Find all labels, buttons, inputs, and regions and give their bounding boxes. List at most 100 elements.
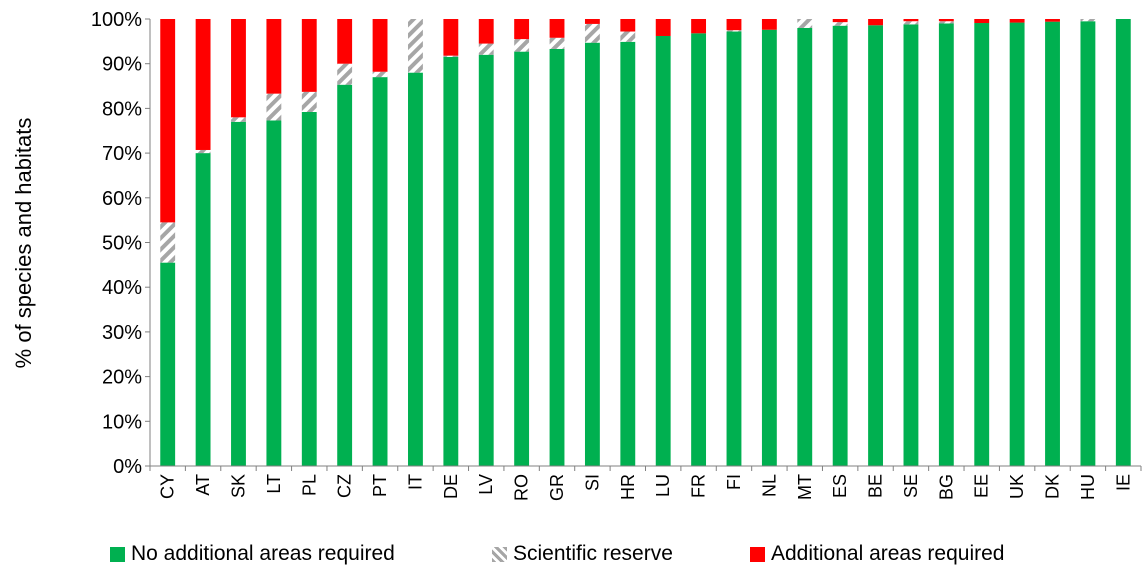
- bar-segment-no-additional: [514, 51, 530, 466]
- y-tick-label: 10%: [102, 411, 142, 433]
- x-tick-label: BG: [936, 474, 956, 500]
- x-tick-label: HR: [618, 474, 638, 500]
- y-tick-label: 70%: [102, 143, 142, 165]
- bar-segment-scientific-reserve: [1080, 19, 1096, 22]
- bar-segment-additional: [514, 19, 530, 40]
- bar-segment-no-additional: [691, 33, 707, 466]
- bar-segment-no-additional: [797, 27, 813, 466]
- bar-segment-no-additional: [726, 31, 742, 467]
- bar-segment-additional: [549, 19, 565, 38]
- legend: No additional areas required Scientific …: [0, 542, 1145, 572]
- bar-segment-no-additional: [195, 153, 211, 466]
- bar-segment-no-additional: [266, 120, 282, 467]
- bar-segment-additional: [231, 19, 246, 118]
- y-tick-label: 0%: [113, 456, 142, 478]
- bars: [160, 19, 1131, 467]
- bar-segment-additional: [868, 19, 883, 26]
- chart: % of species and habitats 0% 10% 20% 30% 40%…: [11, 9, 1142, 501]
- bar-segment-scientific-reserve: [443, 55, 459, 57]
- y-tick-label: 50%: [102, 233, 142, 255]
- bar-segment-additional: [584, 19, 600, 24]
- bar-segment-scientific-reserve: [938, 21, 954, 24]
- legend-label: No additional areas required: [131, 542, 395, 565]
- bar-segment-scientific-reserve: [195, 149, 211, 154]
- x-tick-label: BE: [866, 474, 886, 498]
- bar-segment-scientific-reserve: [549, 37, 565, 49]
- y-tick-label: 100%: [91, 9, 142, 31]
- bar-segment-no-additional: [1080, 21, 1096, 467]
- legend-swatch-red: [750, 546, 765, 562]
- bar-segment-no-additional: [231, 121, 246, 466]
- bar-segment-no-additional: [337, 84, 353, 467]
- x-tick-label: LT: [264, 474, 284, 494]
- legend-label: Scientific reserve: [513, 542, 673, 565]
- bar-segment-additional: [478, 19, 494, 44]
- y-tick-label: 90%: [102, 54, 142, 76]
- bar-segment-scientific-reserve: [160, 222, 176, 263]
- x-axis: CY AT SK LT PL CZ PT IT DE LV RO GR SI HR LU FR FI NL MT ES…: [149, 466, 1142, 501]
- bar-segment-additional: [620, 19, 636, 32]
- bar-segment-scientific-reserve: [903, 21, 919, 25]
- bar-segment-additional: [1045, 19, 1060, 22]
- y-tick-label: 30%: [102, 322, 142, 344]
- legend-item-additional: Additional areas required: [750, 542, 1004, 566]
- bar-segment-scientific-reserve: [726, 30, 742, 32]
- x-tick-label: MT: [795, 474, 815, 500]
- bar-segment-additional: [301, 19, 317, 92]
- bar-segment-additional: [974, 19, 990, 24]
- bar-segment-no-additional: [160, 262, 176, 466]
- x-tick-label: CZ: [335, 474, 355, 498]
- y-tick-label: 80%: [102, 98, 142, 120]
- bar-segment-no-additional: [620, 41, 636, 467]
- bar-segment-no-additional: [1045, 21, 1060, 466]
- bar-segment-scientific-reserve: [301, 91, 317, 112]
- bar-segment-additional: [691, 19, 707, 34]
- y-axis: 0% 10% 20% 30% 40% 50% 60% 70% 80% 90% 100%: [91, 9, 150, 478]
- x-tick-label: SK: [228, 474, 248, 498]
- bar-segment-scientific-reserve: [372, 71, 388, 78]
- legend-label: Additional areas required: [771, 542, 1005, 565]
- x-tick-label: SI: [582, 474, 602, 491]
- bar-segment-additional: [903, 19, 919, 22]
- bar-segment-no-additional: [1115, 19, 1131, 466]
- x-tick-label: IT: [405, 474, 425, 490]
- x-tick-label: PT: [370, 474, 390, 497]
- bar-segment-no-additional: [549, 48, 565, 466]
- x-tick-label: CY: [158, 474, 178, 499]
- bar-segment-no-additional: [443, 56, 459, 467]
- bar-segment-additional: [195, 19, 211, 150]
- bar-segment-no-additional: [868, 25, 883, 467]
- bar-segment-no-additional: [761, 29, 777, 467]
- legend-swatch-green: [110, 546, 125, 562]
- x-tick-label: RO: [512, 474, 532, 501]
- bar-segment-no-additional: [301, 111, 317, 466]
- bar-segment-additional: [761, 19, 777, 30]
- bar-segment-scientific-reserve: [231, 117, 246, 122]
- x-tick-label: AT: [193, 474, 213, 496]
- bar-segment-no-additional: [832, 25, 848, 467]
- bar-segment-no-additional: [584, 42, 600, 466]
- x-tick-label: PL: [299, 474, 319, 496]
- bar-segment-scientific-reserve: [514, 39, 530, 52]
- x-tick-label: LU: [653, 474, 673, 497]
- bar-segment-scientific-reserve: [478, 43, 494, 55]
- bar-segment-scientific-reserve: [266, 93, 282, 121]
- x-tick-label: ES: [830, 474, 850, 498]
- bar-segment-additional: [1009, 19, 1025, 23]
- bar-segment-scientific-reserve: [797, 19, 813, 28]
- bar-segment-no-additional: [655, 35, 671, 467]
- x-tick-label: LV: [476, 474, 496, 495]
- x-tick-label: SE: [901, 474, 921, 498]
- x-tick-label: UK: [1007, 474, 1027, 499]
- legend-swatch-hatched: [492, 546, 507, 562]
- x-tick-label: FI: [724, 474, 744, 490]
- bar-segment-scientific-reserve: [620, 31, 636, 42]
- bar-segment-no-additional: [974, 23, 990, 466]
- x-tick-label: FR: [689, 474, 709, 498]
- y-tick-label: 60%: [102, 188, 142, 210]
- legend-item-scientific-reserve: Scientific reserve: [492, 542, 673, 566]
- x-tick-label: DK: [1043, 474, 1063, 499]
- x-tick-label: IE: [1113, 474, 1133, 491]
- bar-segment-no-additional: [1009, 22, 1025, 467]
- bar-segment-no-additional: [372, 77, 388, 467]
